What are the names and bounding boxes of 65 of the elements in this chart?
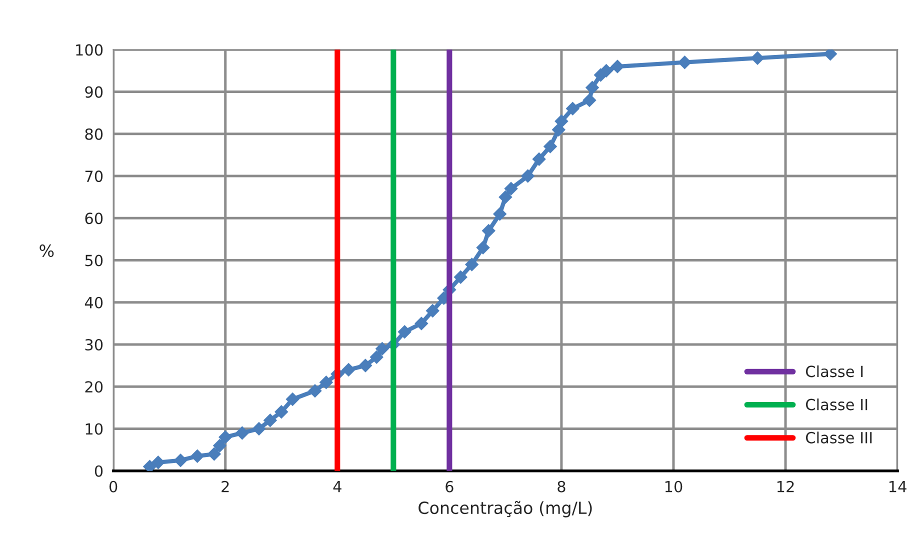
point: [476, 241, 490, 254]
point: [493, 207, 506, 221]
point: [414, 316, 428, 330]
point: [532, 152, 546, 166]
point: [274, 405, 288, 418]
point: [218, 430, 232, 444]
x-tick-label: 8: [558, 480, 566, 492]
x-tick-label: 12: [777, 480, 794, 492]
y-tick-label: 50: [85, 254, 103, 266]
y-tick-label: 10: [86, 423, 103, 435]
point: [264, 414, 277, 427]
point: [750, 52, 764, 65]
point: [454, 270, 468, 284]
legend-label: Classe II: [806, 398, 868, 410]
point: [498, 190, 512, 204]
y-tick-label: 0: [94, 465, 103, 477]
legend-label: Classe I: [806, 365, 863, 378]
point: [213, 439, 226, 452]
point: [320, 376, 333, 389]
legend-label: Classe III: [806, 432, 872, 444]
y-tick-label: 80: [85, 128, 103, 140]
point: [426, 304, 440, 318]
x-axis-title: Concentração (mg/L): [418, 500, 592, 518]
point: [143, 460, 156, 471]
y-tick-label: 90: [85, 86, 103, 98]
point: [465, 258, 478, 272]
y-tick-label: 70: [85, 170, 103, 182]
point: [586, 81, 599, 94]
y-tick-label: 30: [85, 338, 103, 351]
y-axis-title: %: [40, 244, 54, 258]
point: [600, 64, 613, 78]
point: [190, 450, 204, 463]
y-tick-label: 40: [84, 296, 103, 308]
x-tick-label: 14: [890, 481, 906, 492]
point: [504, 182, 518, 196]
x-tick-label: 4: [333, 481, 342, 492]
point: [376, 342, 389, 356]
point: [552, 123, 566, 136]
point: [521, 169, 534, 183]
y-tick-label: 60: [85, 212, 103, 224]
point: [286, 392, 300, 406]
point: [582, 94, 596, 107]
point: [678, 56, 692, 69]
y-tick-label: 20: [85, 381, 103, 393]
point: [308, 384, 322, 398]
y-tick-label: 100: [76, 44, 103, 56]
point: [174, 454, 188, 467]
point: [236, 426, 249, 440]
point: [358, 358, 372, 372]
point: [566, 102, 580, 116]
point: [824, 50, 837, 60]
x-tick-label: 6: [446, 480, 454, 492]
x-tick-label: 2: [222, 480, 229, 492]
point: [610, 60, 624, 74]
x-tick-label: 10: [665, 480, 682, 492]
point: [152, 456, 165, 470]
point: [554, 114, 568, 128]
point: [370, 350, 384, 364]
point: [482, 224, 496, 238]
x-tick-label: 0: [109, 480, 118, 492]
point: [342, 363, 356, 376]
point: [208, 447, 221, 461]
point: [252, 422, 266, 436]
point: [398, 325, 412, 338]
point: [544, 140, 557, 154]
